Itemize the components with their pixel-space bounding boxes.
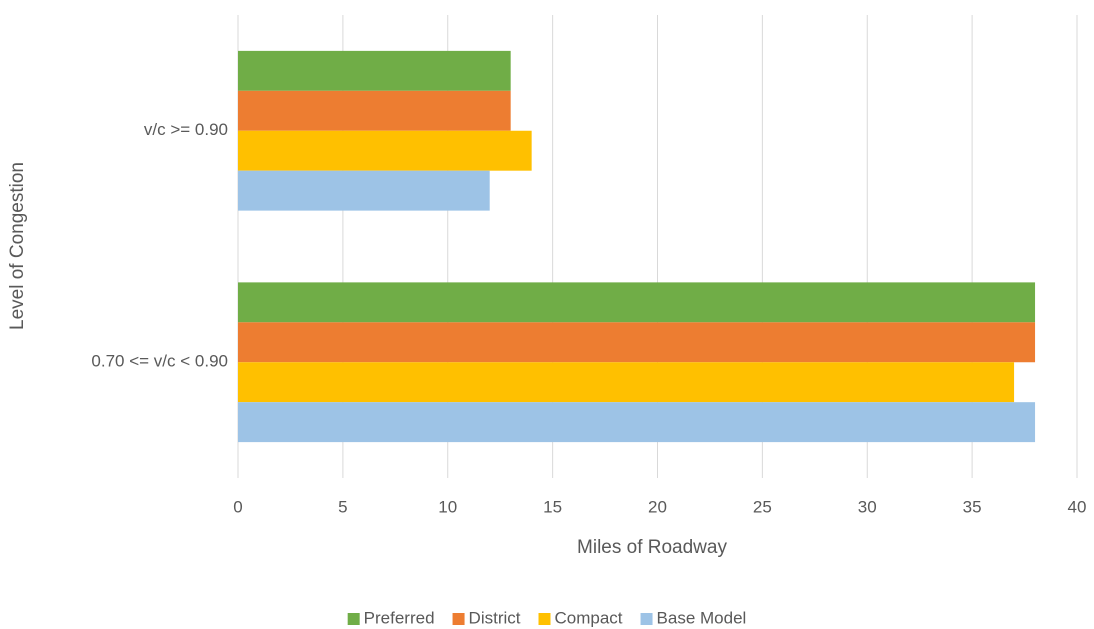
- bar: [238, 362, 1015, 403]
- legend-label: Preferred: [364, 608, 435, 627]
- bar: [238, 90, 511, 131]
- y-axis-label: Level of Congestion: [7, 162, 28, 330]
- x-tick-label: 5: [338, 497, 347, 516]
- legend-label: Compact: [555, 608, 623, 627]
- legend-swatch: [538, 613, 551, 625]
- legend-label: District: [469, 608, 521, 627]
- bar: [238, 130, 532, 171]
- bar: [238, 322, 1036, 363]
- y-tick-label: v/c >= 0.90: [144, 120, 228, 139]
- x-tick-label: 30: [858, 497, 877, 516]
- x-tick-label: 20: [648, 497, 667, 516]
- x-tick-label: 10: [438, 497, 457, 516]
- x-tick-label: 15: [543, 497, 562, 516]
- legend-swatch: [452, 613, 465, 625]
- bar: [238, 170, 490, 211]
- bar: [238, 50, 511, 91]
- x-tick-label: 35: [963, 497, 982, 516]
- x-tick-label: 25: [753, 497, 772, 516]
- y-tick-label: 0.70 <= v/c < 0.90: [91, 352, 228, 371]
- bar: [238, 402, 1036, 443]
- x-tick-label: 40: [1068, 497, 1087, 516]
- x-tick-label: 0: [233, 497, 242, 516]
- legend-label: Base Model: [657, 608, 747, 627]
- x-axis-label: Miles of Roadway: [577, 537, 727, 558]
- legend-swatch: [640, 613, 653, 625]
- legend-swatch: [347, 613, 360, 625]
- bar: [238, 282, 1036, 323]
